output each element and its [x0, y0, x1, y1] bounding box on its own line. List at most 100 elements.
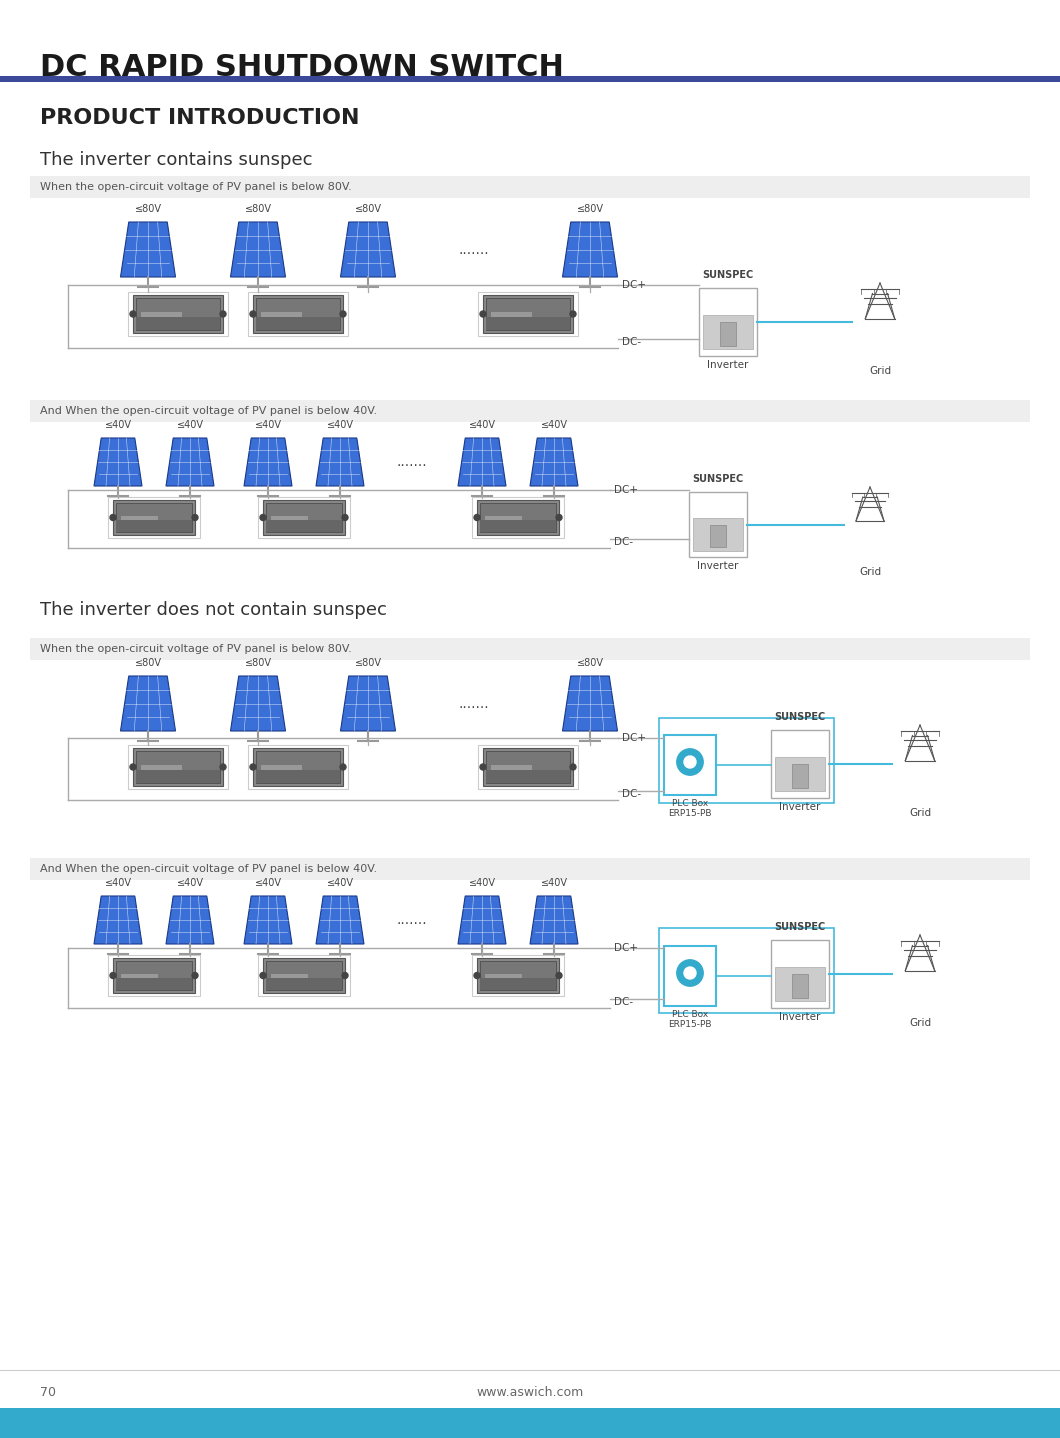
Text: SUNSPEC: SUNSPEC	[703, 270, 754, 280]
Bar	[258, 498, 350, 538]
Bar	[248, 292, 348, 336]
Bar	[472, 498, 564, 538]
Bar	[253, 295, 343, 334]
Polygon shape	[230, 676, 285, 731]
Bar	[664, 735, 716, 795]
Text: And When the open-circuit voltage of PV panel is below 40V.: And When the open-circuit voltage of PV …	[40, 864, 377, 874]
Circle shape	[342, 515, 348, 521]
Bar	[710, 525, 726, 548]
Polygon shape	[458, 896, 506, 943]
Bar	[132, 748, 223, 787]
Text: ≤80V: ≤80V	[245, 204, 271, 214]
Text: Inverter: Inverter	[779, 802, 820, 812]
Text: SUNSPEC: SUNSPEC	[692, 475, 744, 485]
Polygon shape	[563, 676, 618, 731]
Text: Inverter: Inverter	[707, 360, 748, 370]
Text: Inverter: Inverter	[697, 561, 739, 571]
Polygon shape	[166, 896, 214, 943]
Polygon shape	[340, 221, 395, 278]
Bar	[693, 518, 743, 551]
Circle shape	[192, 972, 198, 978]
Bar	[141, 312, 182, 326]
Text: ≤40V: ≤40V	[254, 879, 282, 889]
Bar	[257, 771, 340, 784]
Bar	[0, 1408, 1060, 1438]
Text: 70: 70	[40, 1385, 56, 1399]
Polygon shape	[121, 676, 176, 731]
Bar	[136, 318, 220, 329]
Polygon shape	[94, 439, 142, 486]
Polygon shape	[244, 439, 292, 486]
Circle shape	[340, 764, 346, 769]
Bar	[483, 748, 573, 787]
Text: ≤80V: ≤80V	[135, 659, 161, 669]
Bar	[792, 974, 808, 998]
Bar	[659, 718, 834, 802]
Text: The inverter contains sunspec: The inverter contains sunspec	[40, 151, 313, 170]
Bar	[775, 758, 825, 791]
Polygon shape	[121, 221, 176, 278]
Bar	[689, 492, 747, 557]
Circle shape	[250, 764, 257, 769]
Circle shape	[570, 311, 576, 316]
Bar	[720, 322, 736, 345]
Bar	[480, 521, 556, 532]
Bar	[485, 318, 570, 329]
Bar	[121, 974, 158, 986]
Bar	[116, 978, 192, 989]
Text: Grid: Grid	[908, 808, 931, 818]
Circle shape	[676, 749, 703, 775]
Bar	[483, 295, 573, 334]
Bar	[491, 765, 532, 779]
Bar	[266, 503, 342, 532]
Text: .......: .......	[396, 913, 427, 928]
Bar	[116, 521, 192, 532]
Bar	[664, 946, 716, 1007]
Text: DC+: DC+	[622, 733, 646, 743]
Bar	[248, 745, 348, 789]
Circle shape	[474, 972, 480, 978]
Bar	[792, 764, 808, 788]
Bar	[485, 974, 522, 986]
Circle shape	[556, 972, 562, 978]
Circle shape	[260, 972, 266, 978]
Text: ≤40V: ≤40V	[254, 420, 282, 430]
Bar	[266, 961, 342, 989]
Circle shape	[220, 311, 226, 316]
Bar	[477, 500, 559, 535]
Text: DC-: DC-	[622, 336, 641, 347]
Bar	[261, 312, 302, 326]
Text: The inverter does not contain sunspec: The inverter does not contain sunspec	[40, 601, 387, 618]
Polygon shape	[340, 676, 395, 731]
Circle shape	[340, 311, 346, 316]
Circle shape	[676, 959, 703, 986]
Bar	[30, 858, 1030, 880]
Polygon shape	[530, 439, 578, 486]
Circle shape	[474, 515, 480, 521]
Text: DC-: DC-	[614, 536, 633, 546]
Circle shape	[192, 515, 198, 521]
Polygon shape	[166, 439, 214, 486]
Bar	[113, 958, 195, 994]
Bar	[0, 76, 1060, 82]
Circle shape	[260, 515, 266, 521]
Bar	[775, 968, 825, 1001]
Polygon shape	[458, 439, 506, 486]
Bar	[478, 292, 578, 336]
Polygon shape	[316, 439, 364, 486]
Bar	[128, 292, 228, 336]
Bar	[121, 515, 158, 529]
Bar	[136, 751, 220, 784]
Bar	[266, 978, 342, 989]
Circle shape	[480, 311, 485, 316]
Bar	[116, 503, 192, 532]
Text: DC+: DC+	[622, 280, 646, 290]
Circle shape	[342, 972, 348, 978]
Text: DC+: DC+	[614, 943, 638, 953]
Bar	[478, 745, 578, 789]
Text: DC-: DC-	[614, 997, 633, 1007]
Bar	[116, 961, 192, 989]
Bar	[136, 298, 220, 329]
Text: .......: .......	[459, 696, 490, 710]
Text: ≤80V: ≤80V	[354, 204, 382, 214]
